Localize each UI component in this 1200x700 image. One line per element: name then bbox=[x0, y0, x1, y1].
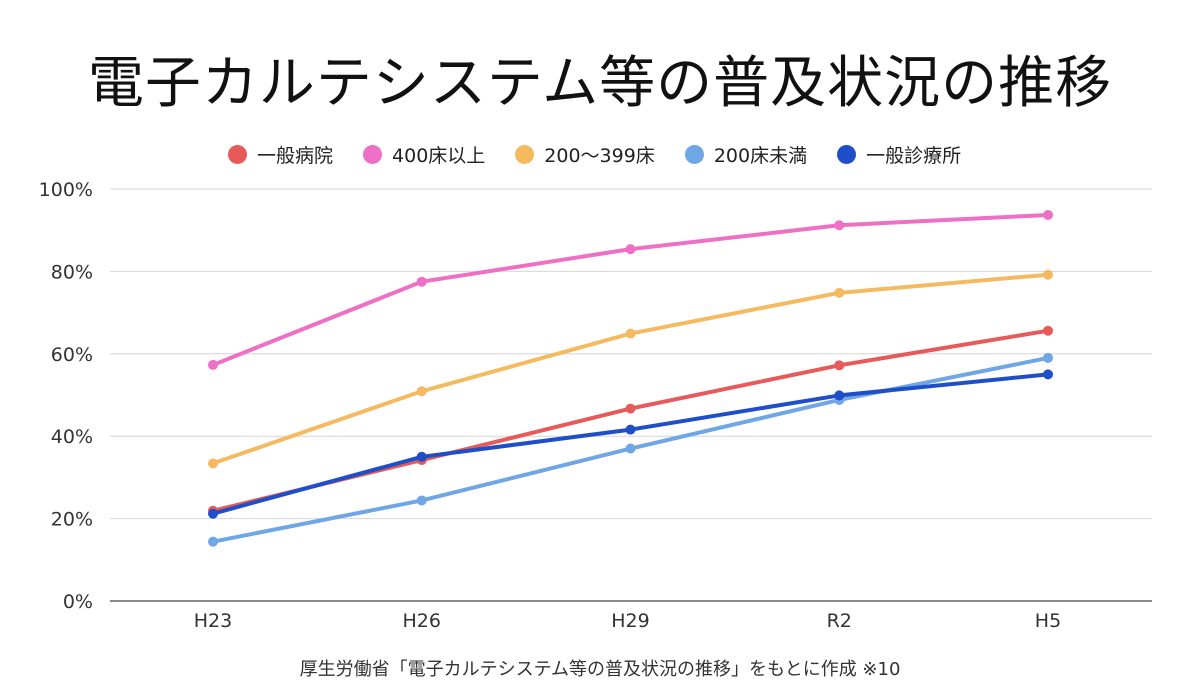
data-point-3-0 bbox=[208, 536, 218, 547]
source-note: 厚生労働省「電子カルテシステム等の普及状況の推移」をもとに作成 ※10 bbox=[299, 659, 901, 680]
legend-label: 一般診療所 bbox=[866, 144, 962, 167]
data-point-1-2 bbox=[625, 244, 636, 255]
x-tick-label: R2 bbox=[827, 610, 852, 632]
y-tick-label: 20% bbox=[51, 509, 93, 531]
data-point-4-0 bbox=[208, 508, 218, 519]
data-point-0-3 bbox=[834, 360, 845, 371]
x-tick-label: H23 bbox=[194, 610, 232, 632]
chart-legend: 一般病院 400床以上 200〜399床 200床未満 一般診療所 bbox=[228, 141, 991, 167]
data-point-2-3 bbox=[834, 287, 845, 298]
legend-marker bbox=[363, 144, 383, 164]
legend-item-200-399-beds: 200〜399床 bbox=[515, 141, 655, 168]
legend-item-general-clinic: 一般診療所 bbox=[837, 141, 961, 168]
data-point-2-1 bbox=[416, 386, 427, 397]
legend-marker bbox=[684, 144, 704, 164]
data-point-4-3 bbox=[834, 390, 845, 401]
data-point-1-0 bbox=[208, 359, 218, 370]
legend-label: 一般病院 bbox=[257, 144, 334, 167]
data-point-1-1 bbox=[416, 276, 427, 287]
data-point-4-2 bbox=[625, 424, 636, 435]
x-tick-label: H29 bbox=[611, 610, 649, 632]
data-point-4-4 bbox=[1043, 369, 1053, 380]
x-tick-label: H26 bbox=[403, 610, 441, 632]
y-tick-label: 0% bbox=[63, 591, 93, 613]
series-line-2 bbox=[211, 272, 1050, 466]
data-point-3-4 bbox=[1043, 352, 1053, 363]
legend-label: 200〜399床 bbox=[544, 144, 655, 167]
legend-item-400-beds-plus: 400床以上 bbox=[363, 141, 485, 168]
y-tick-label: 60% bbox=[51, 344, 93, 366]
legend-marker bbox=[515, 144, 535, 164]
chart-title: 電子カルテシステム等の普及状況の推移 bbox=[87, 51, 1113, 116]
data-point-0-4 bbox=[1043, 325, 1053, 336]
data-point-0-2 bbox=[625, 403, 636, 414]
legend-label: 400床以上 bbox=[392, 144, 486, 167]
legend-item-general-hospital: 一般病院 bbox=[228, 141, 333, 168]
legend-item-under-200-beds: 200床未満 bbox=[684, 141, 808, 168]
legend-marker bbox=[228, 144, 247, 164]
data-point-1-4 bbox=[1043, 209, 1053, 220]
legend-marker bbox=[837, 144, 857, 164]
y-tick-label: 40% bbox=[51, 426, 93, 448]
data-point-1-3 bbox=[834, 220, 845, 231]
data-point-2-4 bbox=[1043, 269, 1053, 280]
legend-label: 200床未満 bbox=[713, 144, 808, 167]
data-point-3-1 bbox=[416, 495, 427, 506]
series-line-1 bbox=[211, 212, 1050, 367]
data-point-2-2 bbox=[625, 328, 636, 339]
y-tick-label: 80% bbox=[51, 261, 93, 283]
y-tick-label: 100% bbox=[39, 179, 93, 201]
data-point-3-2 bbox=[625, 443, 636, 454]
data-point-2-0 bbox=[208, 458, 218, 469]
data-point-4-1 bbox=[416, 451, 427, 462]
x-tick-label: H5 bbox=[1035, 610, 1061, 632]
